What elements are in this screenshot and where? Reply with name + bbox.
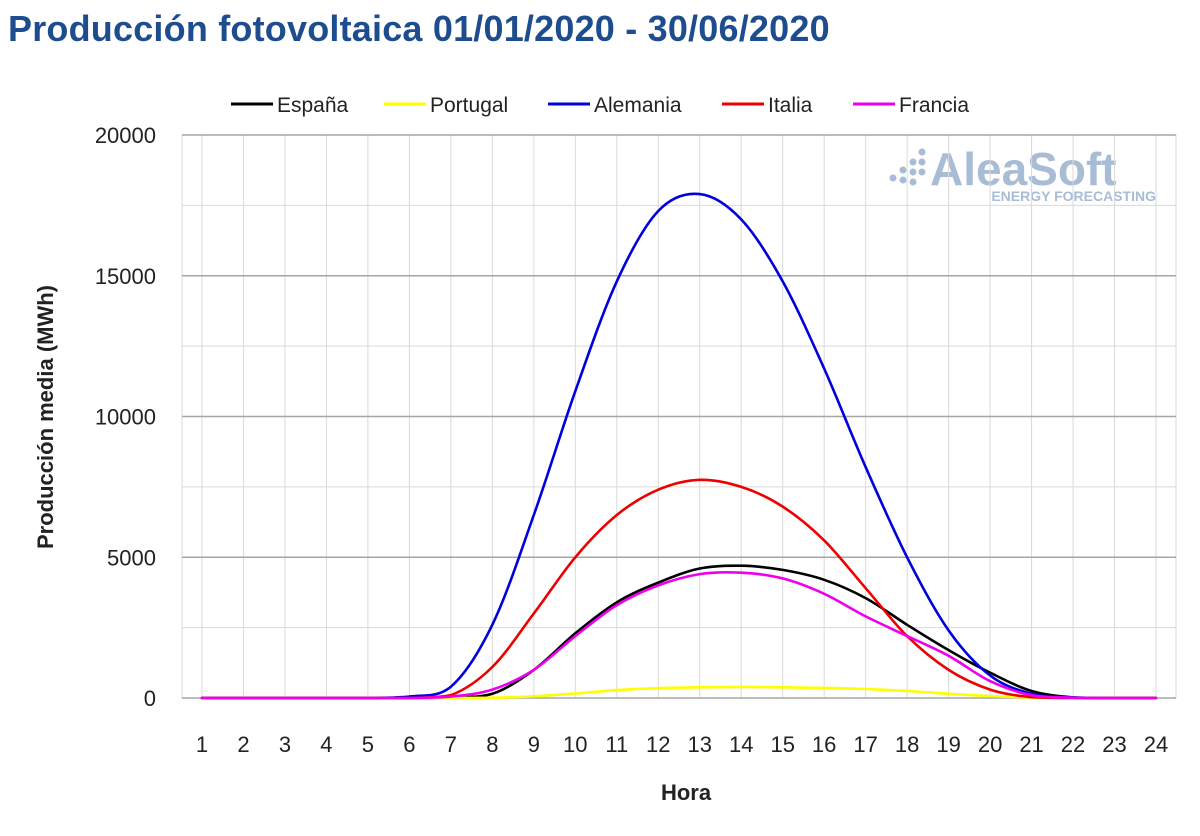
legend-label-alemania: Alemania — [594, 94, 682, 117]
x-tick-label: 19 — [936, 732, 960, 757]
y-tick-label: 20000 — [95, 123, 156, 148]
series-line-espana — [200, 564, 1158, 700]
x-tick-label: 17 — [853, 732, 877, 757]
grid — [181, 134, 1177, 699]
x-tick-label: 9 — [528, 732, 540, 757]
x-axis-title: Hora — [661, 780, 712, 805]
series-line-francia — [200, 570, 1158, 700]
legend-label-italia: Italia — [768, 94, 813, 117]
x-tick-label: 7 — [445, 732, 457, 757]
y-axis-ticks: 0 5000 10000 15000 20000 — [95, 123, 156, 711]
y-tick-label: 10000 — [95, 405, 156, 430]
series-line-alemania — [200, 192, 1158, 700]
x-tick-label: 2 — [237, 732, 249, 757]
watermark-brand: AleaSoft — [930, 143, 1117, 195]
watermark-tagline: ENERGY FORECASTING — [991, 188, 1156, 204]
x-tick-label: 3 — [279, 732, 291, 757]
y-tick-label: 15000 — [95, 264, 156, 289]
x-tick-label: 1 — [196, 732, 208, 757]
chart-title: Producción fotovoltaica 01/01/2020 - 30/… — [8, 8, 830, 49]
x-tick-label: 6 — [403, 732, 415, 757]
aleasoft-watermark: AleaSoft ENERGY FORECASTING — [889, 143, 1156, 204]
legend-label-espana: España — [277, 94, 349, 117]
x-tick-label: 20 — [978, 732, 1002, 757]
x-tick-label: 15 — [770, 732, 794, 757]
x-axis-ticks: 1 2 3 4 5 6 7 8 9 10 11 12 13 14 15 16 17 18 19 20 21 22 23 24 — [196, 732, 1168, 757]
x-tick-label: 12 — [646, 732, 670, 757]
y-axis-title: Producción media (MWh) — [33, 285, 58, 549]
x-tick-label: 10 — [563, 732, 587, 757]
x-tick-label: 11 — [605, 732, 628, 757]
x-tick-label: 14 — [729, 732, 753, 757]
series-lines — [200, 192, 1158, 700]
x-tick-label: 5 — [362, 732, 374, 757]
x-tick-label: 4 — [320, 732, 332, 757]
legend: España Portugal Alemania Italia Francia — [231, 94, 969, 117]
legend-label-francia: Francia — [899, 94, 969, 117]
x-tick-label: 22 — [1061, 732, 1085, 757]
x-tick-label: 18 — [895, 732, 919, 757]
x-tick-label: 8 — [486, 732, 498, 757]
x-tick-label: 16 — [812, 732, 836, 757]
x-tick-label: 21 — [1019, 732, 1043, 757]
legend-label-portugal: Portugal — [430, 94, 508, 117]
y-tick-label: 5000 — [107, 545, 156, 570]
x-tick-label: 24 — [1144, 732, 1168, 757]
series-line-italia — [200, 478, 1158, 700]
y-tick-label: 0 — [144, 686, 156, 711]
x-tick-label: 23 — [1102, 732, 1126, 757]
aleasoft-logo-dots-icon — [889, 148, 926, 186]
x-tick-label: 13 — [687, 732, 711, 757]
